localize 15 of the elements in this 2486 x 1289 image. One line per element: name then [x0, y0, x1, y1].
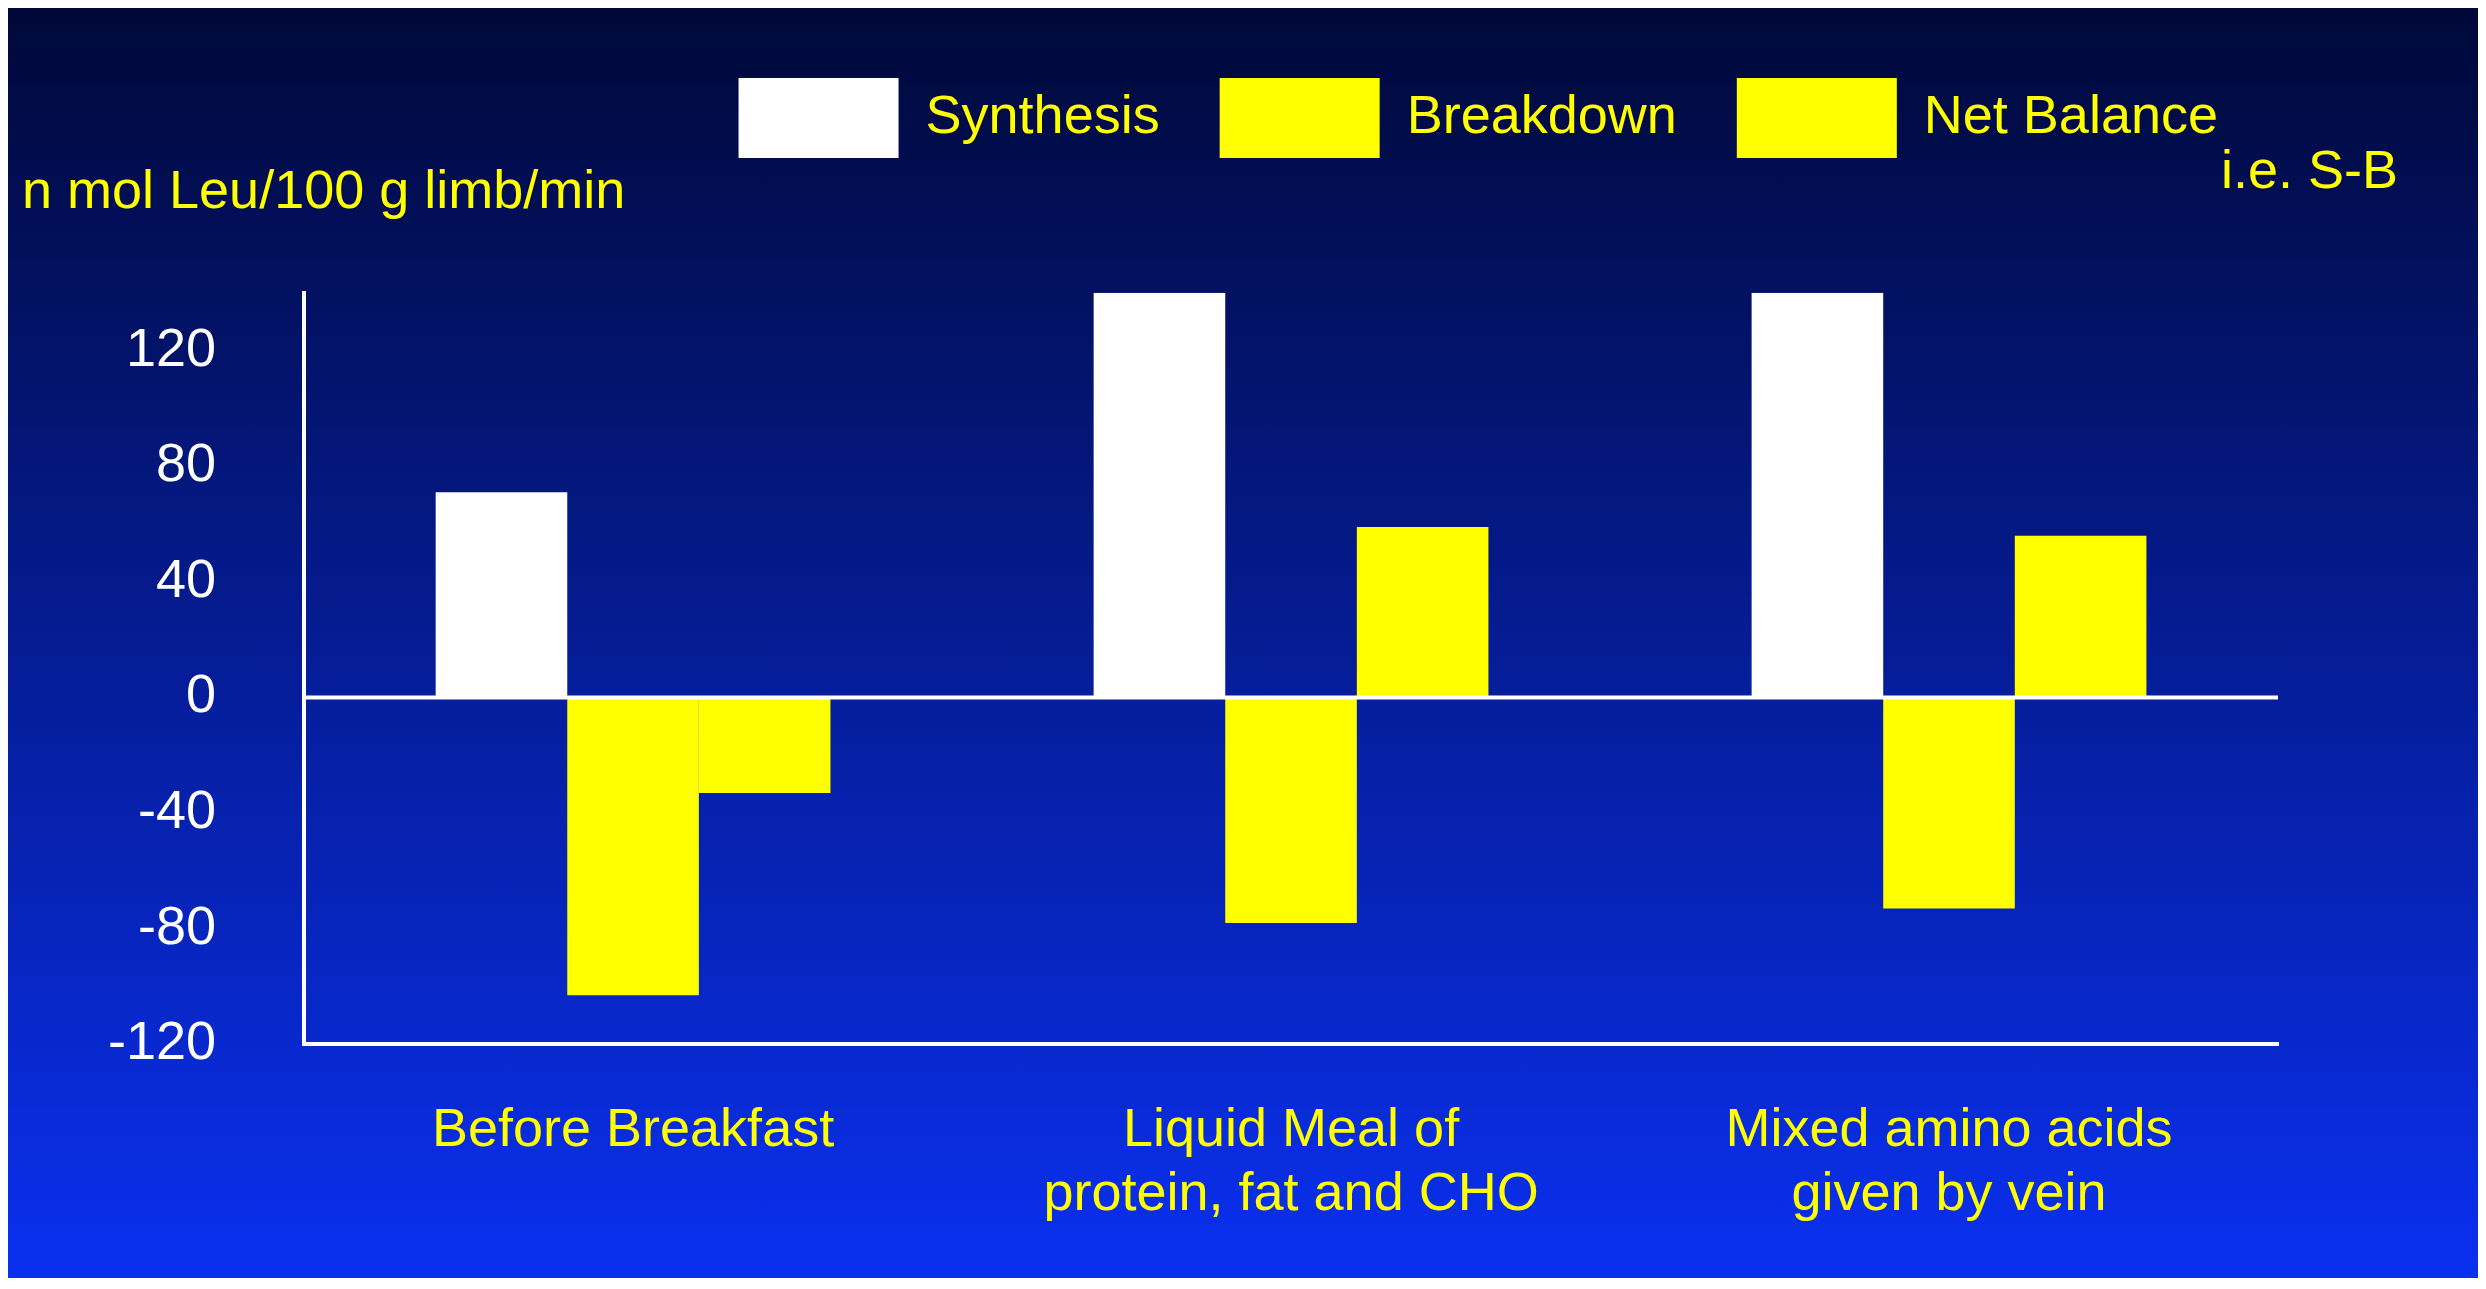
- y-tick-label: 0: [186, 663, 217, 724]
- y-tick-label: -80: [138, 894, 217, 955]
- y-tick-label: 40: [156, 547, 217, 608]
- x-tick-label: Mixed amino acids given by vein: [1725, 1096, 2173, 1222]
- legend-label: Net Balance: [1923, 83, 2219, 144]
- y-tick-label: -120: [107, 1010, 217, 1071]
- y-tick-label: 120: [125, 316, 217, 377]
- legend-label: Breakdown: [1406, 83, 1677, 144]
- y-axis-title: n mol Leu/100 g limb/min: [22, 158, 626, 220]
- y-tick-label: 80: [156, 432, 217, 493]
- legend-label: Synthesis: [925, 83, 1160, 144]
- y-tick-label: -40: [138, 779, 217, 840]
- x-tick-label: Before Breakfast: [431, 1096, 835, 1157]
- text: i.e. S-B: [2220, 138, 2398, 200]
- x-tick-label: Liquid Meal of protein, fat and CHO: [1043, 1096, 1539, 1222]
